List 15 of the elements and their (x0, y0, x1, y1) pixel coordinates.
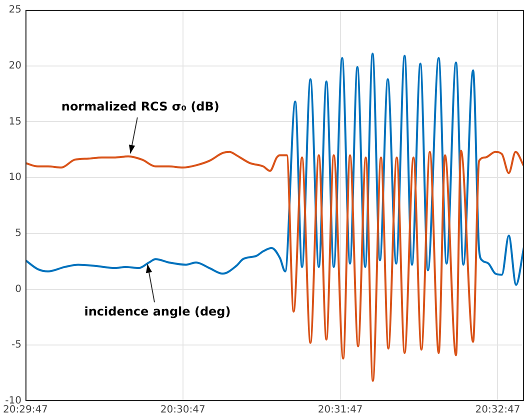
line-series (25, 52, 524, 286)
x-tick-label: 20:30:47 (160, 404, 206, 416)
x-tick-label: 20:31:47 (318, 404, 363, 416)
y-tick-label: 5 (15, 228, 22, 240)
y-tick-label: -5 (11, 340, 22, 351)
x-tick-label: 20:32:47 (475, 404, 520, 416)
annotation: normalized RCS σ₀ (dB) (61, 100, 220, 114)
line-series (25, 150, 524, 382)
y-tick-label: 20 (8, 60, 22, 72)
annotation: incidence angle (deg) (84, 304, 231, 318)
y-tick-label: 25 (8, 4, 22, 16)
y-tick-label: 0 (15, 284, 22, 295)
x-tick-label: 20:29:47 (2, 404, 48, 416)
y-tick-label: 10 (8, 172, 22, 184)
y-tick-label: 15 (8, 116, 22, 128)
